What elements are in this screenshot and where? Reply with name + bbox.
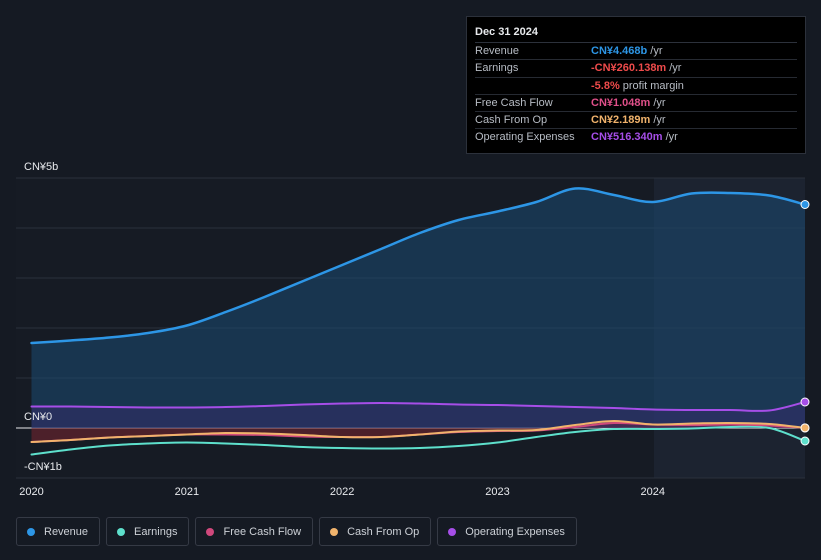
tooltip-row: -5.8% profit margin: [475, 78, 797, 95]
tooltip-value: CN¥1.048m: [591, 96, 651, 109]
tooltip-row: Free Cash Flow CN¥1.048m/yr: [475, 95, 797, 113]
tooltip-key: Earnings: [475, 62, 519, 75]
legend-item-operating-expenses[interactable]: Operating Expenses: [437, 517, 577, 546]
series-lines: [30, 187, 807, 456]
tooltip-unit: /yr: [665, 131, 678, 144]
tooltip-value: -CN¥260.138m: [591, 62, 667, 75]
y-axis-label: CN¥0: [24, 411, 52, 423]
x-axis-label: 2022: [330, 486, 354, 498]
tooltip-row: Revenue CN¥4.468b/yr: [475, 43, 797, 61]
legend-dot-icon: [206, 527, 215, 536]
legend-item-free-cash-flow[interactable]: Free Cash Flow: [195, 517, 314, 546]
tooltip-rows: Revenue CN¥4.468b/yr Earnings -CN¥260.138m /…: [475, 43, 797, 147]
legend-label: Cash From Op: [347, 525, 420, 538]
tooltip-value: CN¥2.189m: [591, 114, 651, 127]
tooltip-key: Revenue: [475, 45, 520, 57]
x-axis-label: 2024: [641, 486, 665, 498]
endpoint-revenue: [800, 200, 810, 209]
line-earnings: [30, 425, 806, 456]
tooltip-unit: /yr: [653, 96, 666, 109]
line-revenue: [30, 187, 807, 345]
x-axis-label: 2021: [175, 486, 199, 498]
x-axis-labels: 2020 2021 2022 2023 2024: [19, 486, 665, 498]
legend-label: Revenue: [44, 525, 89, 538]
legend-dot-icon: [27, 527, 35, 536]
tooltip-value: CN¥4.468b: [591, 45, 648, 57]
line-cash-from-op: [30, 419, 806, 443]
tooltip-value: -5.8%: [591, 79, 620, 92]
tooltip-unit: profit margin: [622, 79, 684, 92]
legend-label: Operating Expenses: [465, 525, 565, 538]
legend-dot-icon: [330, 527, 339, 536]
tooltip-row: Operating Expenses CN¥516.340m/yr: [475, 129, 797, 146]
endpoint-earnings: [800, 436, 810, 446]
endpoint-cash-from-op: [800, 423, 810, 433]
area-free-cash-flow: [31, 422, 805, 442]
tooltip-unit: /yr: [669, 62, 682, 75]
tooltip-key: Operating Expenses: [475, 131, 575, 144]
legend-label: Free Cash Flow: [223, 525, 302, 538]
tooltip-row: Earnings -CN¥260.138m/yr: [475, 60, 797, 78]
area-revenue: [31, 188, 805, 428]
x-axis-label: 2020: [19, 486, 43, 498]
legend-dot-icon: [117, 527, 126, 536]
y-axis-label: CN¥5b: [24, 161, 58, 173]
endpoint-operating-expenses: [800, 397, 810, 407]
legend-label: Earnings: [134, 525, 178, 538]
tooltip-key: Cash From Op: [475, 114, 548, 127]
legend-item-cash-from-op[interactable]: Cash From Op: [319, 517, 432, 546]
legend-item-earnings[interactable]: Earnings: [106, 517, 190, 546]
x-axis-label: 2023: [485, 486, 509, 498]
legend-item-revenue[interactable]: Revenue: [16, 517, 101, 546]
series-endpoints: [800, 200, 810, 446]
y-axis-labels: CN¥5b CN¥0 -CN¥1b: [24, 161, 62, 473]
tooltip-key: Free Cash Flow: [475, 96, 553, 109]
tooltip-value: CN¥516.340m: [591, 131, 663, 144]
data-tooltip: Dec 31 2024 Revenue CN¥4.468b/yr Earnings -…: [466, 16, 806, 154]
line-operating-expenses: [30, 401, 806, 412]
tooltip-unit: /yr: [653, 114, 666, 127]
y-axis-label: -CN¥1b: [24, 461, 62, 473]
tooltip-date: Dec 31 2024: [475, 17, 797, 43]
legend-dot-icon: [448, 527, 457, 536]
legend: Revenue Earnings Free Cash Flow Cash From O…: [16, 517, 577, 547]
tooltip-row: Cash From Op CN¥2.189m/yr: [475, 112, 797, 130]
tooltip-key: [475, 78, 591, 94]
tooltip-unit: /yr: [650, 45, 663, 57]
